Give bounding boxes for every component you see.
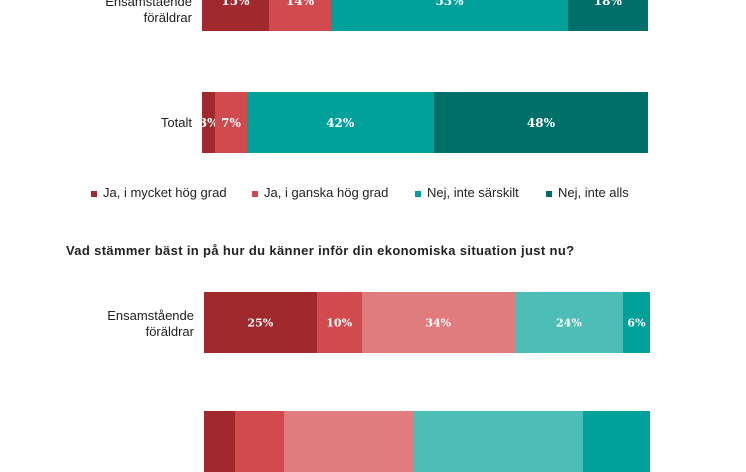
category-label-line: föräldrar [143,10,192,25]
category-label-line: Ensamstående [107,308,194,323]
bar-segment [433,92,648,153]
segment-value-label: 14% [286,0,315,8]
segment-value-label: 15% [221,0,250,8]
stacked-bar: 15% 14% 53% 18% [202,0,648,31]
stacked-bar: 25% 10% 34% 24% 6% [204,292,650,353]
legend-swatch [252,190,258,197]
bar-segment [583,411,650,472]
legend-label: Nej, inte alls [558,185,629,200]
legend-item-nej-inte-alls: Nej, inte alls [546,184,629,202]
bar-segment [268,0,332,31]
legend: Ja, i mycket hög grad Ja, i ganska hög g… [0,184,746,204]
category-label: Ensamstående föräldrar [107,308,194,340]
bar-segment [202,92,216,153]
segment-value-label: 3% [202,115,219,130]
bar-segment [215,92,247,153]
legend-swatch [546,190,552,197]
bar-segment [284,411,414,472]
segment-value-label: 48% [526,115,556,130]
segment-value-label: 24% [556,316,582,329]
category-label: Ensamstående föräldrar [105,0,192,26]
segment-value-label: 6% [627,316,646,329]
stacked-bar [204,411,650,472]
category-label-line: föräldrar [145,324,194,339]
bar-segment [622,292,650,353]
legend-swatch [91,190,97,197]
segment-value-label: 25% [247,316,274,329]
legend-item-nej-inte-sarskilt: Nej, inte särskilt [415,184,519,202]
category-label-line: Ensamstående [105,0,192,9]
bar-segment [514,292,623,353]
chart-title: Vad stämmer bäst in på hur du känner inf… [66,243,575,258]
legend-label: Ja, i ganska hög grad [264,185,389,200]
legend-swatch [415,190,421,197]
bar-segment [204,292,317,353]
legend-item-ja-mycket: Ja, i mycket hög grad [91,184,227,202]
bar-segment [413,411,584,472]
legend-item-ja-ganska: Ja, i ganska hög grad [252,184,388,202]
segment-value-label: 34% [425,316,452,329]
legend-label: Ja, i mycket hög grad [103,185,227,200]
segment-value-label: 42% [326,115,355,130]
bar-segment [316,292,362,353]
segment-value-label: 7% [221,115,241,130]
stacked-bar: 3% 7% 42% 48% [202,92,648,153]
segment-value-label: 10% [326,316,353,329]
legend-label: Nej, inte särskilt [427,185,519,200]
segment-value-label: 18% [593,0,622,8]
bar-segment [202,0,269,31]
bar-segment [361,292,515,353]
category-label: Totalt [161,115,192,131]
segment-value-label: 53% [435,0,464,8]
bar-segment [204,411,236,472]
bar-segment [567,0,648,31]
bar-segment [331,0,568,31]
bar-segment [246,92,434,153]
bar-segment [235,411,285,472]
category-label-line: Totalt [160,115,192,130]
